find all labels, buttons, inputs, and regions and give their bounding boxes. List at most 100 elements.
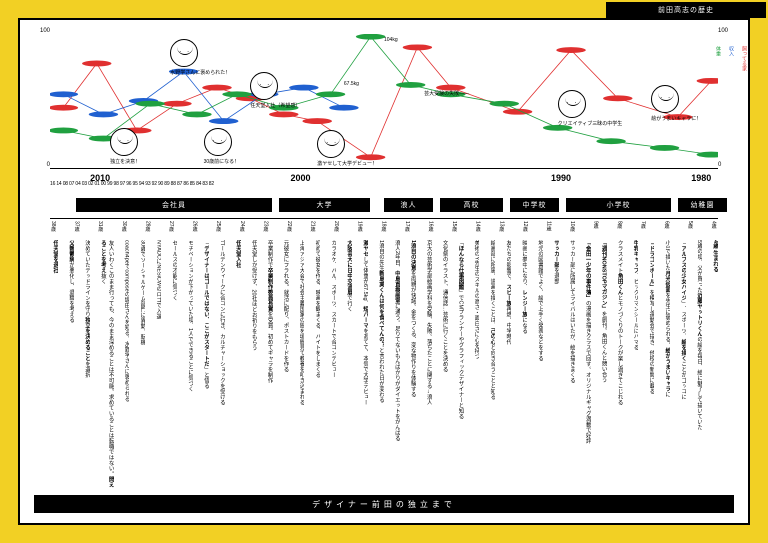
timeline-entry: 地元の図書館でよく、絵で上手く発表などをする <box>535 240 543 489</box>
age-label: 27歳 <box>168 221 175 238</box>
timeline-entry: サッカー部を退部 <box>551 240 559 489</box>
timeline-entry: 浪人2年目、中島直樹画室に通う。足りてないもんばかりがダイエットをがんばる <box>392 240 400 489</box>
chart-annotation: 30歳前になる！ <box>204 128 240 165</box>
timeline-entry: 「アルプスの少女ハイジ」、スポーツ、絵を描くことがゴッコに <box>679 240 687 489</box>
timeline-entry: 任天堂入社 <box>233 240 241 489</box>
timeline-entries: 4歳 生まれる 5歳の頃、父が買った近藤ヤットリくんの絵を毎日、絵に魅了して描いて… <box>50 240 718 489</box>
life-stage-pill: 小学校 <box>566 198 671 212</box>
age-label: 38歳 <box>50 221 57 238</box>
legend-item: 飼ってる家 <box>741 46 748 71</box>
age-label: 21歳 <box>310 221 317 238</box>
age-label: 19歳 <box>357 221 364 238</box>
timeline-chart: 100 0 100 0 飼ってる家収入体重 水野学さんに褒められた！独立を決意！… <box>34 28 734 188</box>
doodle-icon <box>110 128 138 156</box>
age-label: 5歳 <box>687 221 694 238</box>
timeline-entry: 1浪目の先生新島実くんは何を食べてんの？と言われた日が変わる <box>376 240 384 489</box>
timeline-entry: 「ほんなら仕事図鑑」でCMプランナーやグラフィックデザイナーと知る <box>456 240 464 489</box>
timeline-entry: サッカー部に所属してライバルはいたが、絵を描きまくる <box>567 240 575 489</box>
chart-annotation: 独立を決意！ <box>110 128 140 165</box>
life-stage-pill: 中学校 <box>510 198 559 212</box>
timeline-entry: 京大の芸術学部絵画学科を受験、失敗。落ちたことに関する→浪人 <box>424 240 432 489</box>
age-label: 8歳 <box>616 221 623 238</box>
chart-annotation: 水野学さんに褒められた！ <box>170 39 230 76</box>
legend-item: 収入 <box>728 46 735 71</box>
life-stage-row: 会社員大学浪人高校中学校小学校幼稚園 <box>34 198 734 214</box>
timeline-entry: ゴールデンウィークに合コンに行き、カルチャーショックを受ける <box>217 240 225 489</box>
age-label: 9歳 <box>593 221 600 238</box>
doodle-icon <box>170 39 198 67</box>
life-stage-pill: 高校 <box>440 198 503 212</box>
timeline-entry: 美術のY先生のスキルの高さ・面白さに心を持つ <box>472 240 480 489</box>
age-label: 20歳 <box>333 221 340 238</box>
timeline-entry: 30歳でソーシャルゲーム部門に異動。転機 <box>138 240 146 489</box>
life-stage-pill: 浪人 <box>384 198 433 212</box>
age-label: 22歳 <box>286 221 293 238</box>
y-axis-left: 100 0 <box>30 28 50 168</box>
timeline-entry: 小1で描いた月光仮面を先生に褒められる。絵がうまいキャラに <box>663 240 671 489</box>
age-label: 25歳 <box>215 221 222 238</box>
life-stage-pill: 幼稚園 <box>678 198 727 212</box>
age-label: 37歳 <box>74 221 81 238</box>
chart-annotation: 任天堂入社（希望感） <box>250 72 300 109</box>
chart-legend: 飼ってる家収入体重 <box>738 46 748 71</box>
timeline-entry: 絵画部に所属。道画を描くことは、己の心と向き合うことと知る <box>488 240 496 489</box>
doodle-icon <box>651 85 679 113</box>
header-title: 前田高志の歴史 <box>658 5 714 15</box>
timeline-entry: 上海アジア大会で社会主義国家の闇を垣間見て教養を叩き込まれる <box>297 240 305 489</box>
page-frame: 前田高志の歴史 100 0 100 0 飼ってる家収入体重 水野学さんに褒められ… <box>18 18 750 525</box>
age-label: 18歳 <box>380 221 387 238</box>
timeline-entry: 牛乳キャップ、ビックリマンシールにハマる <box>631 240 639 489</box>
timeline-entry: 父親鬱病が悪化し、退職を考える <box>66 240 74 489</box>
doodle-icon <box>558 90 586 118</box>
age-row: 38歳37歳31歳30歳28歳27歳26歳25歳24歳23歳22歳21歳20歳1… <box>50 218 718 238</box>
timeline-entry: 文化祭のイラスト、通信誌…芸術に行くことを決める <box>440 240 448 489</box>
chart-annotation: 104kg <box>384 37 398 43</box>
life-stage-pill: 会社員 <box>76 198 272 212</box>
timeline-entry: モチベーションが下がっていた頃、1人でできることに気づく <box>185 240 193 489</box>
doodle-icon <box>204 128 232 156</box>
age-label: 16歳 <box>428 221 435 238</box>
timeline-entry: 決めていたデッドラインを守り独立を決めることを選択 <box>82 240 90 489</box>
timeline-entry: 友だちの影響で、スピー族再燃。中学時代 <box>504 240 512 489</box>
timeline-entry: 5歳の頃、父が買った近藤ヤットリくんの絵を毎日、絵に魅了して描いていた <box>694 240 702 489</box>
age-label: 4歳 <box>711 221 718 238</box>
timeline-entry: NYADCにNESiCWのロゴで入選 <box>154 240 162 489</box>
age-label: 14歳 <box>475 221 482 238</box>
chart-annotation: 芸大受験の失敗—— <box>424 90 469 97</box>
x-axis: 201020001990198016 14 08 07 04 03 02 01 … <box>50 168 718 188</box>
timeline-entry: 初めて彼女を作る、映画を観まくる、バイトをしまくる <box>313 240 321 489</box>
timeline-entry: coach4peでcomposeの堀田さんを知る。水野学さんに褒められる <box>122 240 130 489</box>
chart-annotation: クリエイティブ三昧の中学生 <box>558 90 623 127</box>
timeline-entry: カラオケ、バル、スポーツ、スカートで合コンデビュー <box>329 240 337 489</box>
chart-plot: 水野学さんに褒められた！ 独立を決意！ 30歳前になる！ 任天堂入社（希望感） 67.5… <box>50 34 718 168</box>
chart-annotation: 絵がうまいキャラに！ <box>651 85 701 122</box>
timeline-entry: 「金田一少年の事件簿」の漫画を描きクラスで回す。オリジナルギャグ満載で好評 <box>583 240 591 489</box>
timeline-entry: 任天堂しか受けず、20社ほどお祈りをもらう <box>249 240 257 489</box>
timeline-entry: 「ドラゴンボール」を模写し運動会で描き、他校の新聞に載る <box>647 240 655 489</box>
age-label: 28歳 <box>144 221 151 238</box>
timeline-entry: 「週刊NONSTOPマガジン」を創刊。角田くんと競い合う <box>599 240 607 489</box>
timeline-entry: 映画に夢中になり、レンジー族になる <box>519 240 527 489</box>
age-label: 26歳 <box>192 221 199 238</box>
timeline-entry: クラスメイト角田くんとモノづくりのトークが楽し過ぎてこじれる <box>615 240 623 489</box>
timeline-entry: 「デザイナーはゴールではない、ここがスタートだ」と悟る <box>201 240 209 489</box>
timeline-entry: 大阪芸大に日中交流展で行く <box>344 240 352 489</box>
chart-annotation: 激ヤセして大学デビュー！ <box>317 130 377 167</box>
life-stage-pill: 大学 <box>279 198 370 212</box>
doodle-icon <box>317 130 345 158</box>
age-label: 12歳 <box>522 221 529 238</box>
x-ticks: 16 14 08 07 04 03 02 01 00 99 98 97 96 9… <box>50 181 718 187</box>
age-label: 13歳 <box>498 221 505 238</box>
timeline-entry: 4歳 生まれる <box>710 240 718 489</box>
doodle-icon <box>250 72 278 100</box>
age-label: 15歳 <box>451 221 458 238</box>
header-bar: 前田高志の歴史 <box>606 2 766 18</box>
age-label: 23歳 <box>262 221 269 238</box>
age-label: 7歳 <box>640 221 647 238</box>
timeline-entry: 1浪目の決意を両親が快諾。金をつくる、変な物作りを体験する <box>408 240 416 489</box>
chart-annotation: 67.5kg <box>344 81 359 87</box>
age-label: 31歳 <box>97 221 104 238</box>
timeline-entry: 任天堂を退社 <box>50 240 58 489</box>
age-label: 24歳 <box>239 221 246 238</box>
age-label: 11歳 <box>545 221 552 238</box>
